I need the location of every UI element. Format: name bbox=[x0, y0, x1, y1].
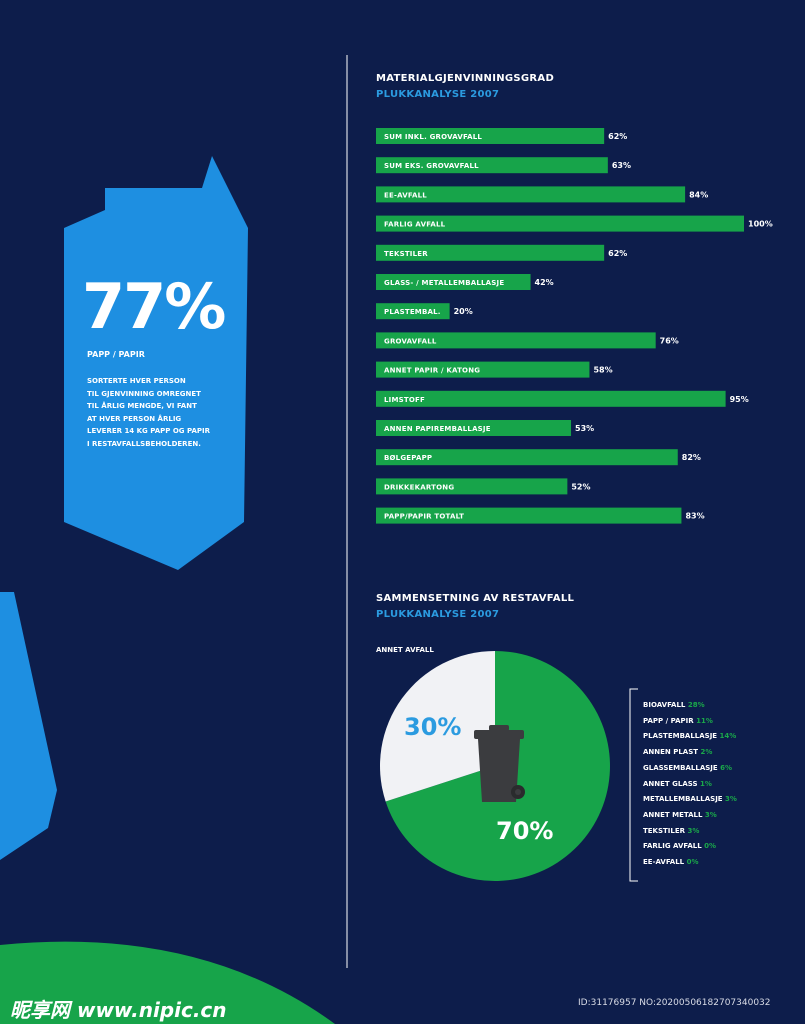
bar-value-label: 83% bbox=[685, 512, 704, 521]
breakdown-label: PAPP / PAPIR bbox=[643, 716, 697, 725]
breakdown-label: METALLEMBALLASJE bbox=[643, 795, 726, 804]
breakdown-label: EE-AVFALL bbox=[643, 858, 687, 867]
breakdown-item: TEKSTILER 3% bbox=[643, 824, 737, 840]
bar-value-label: 58% bbox=[593, 366, 612, 375]
breakdown-value: 14% bbox=[719, 732, 737, 741]
pie-chart-subtitle: PLUKKANALYSE 2007 bbox=[376, 609, 500, 620]
bar-label: SUM EKS. GROVAVFALL bbox=[384, 162, 479, 170]
breakdown-label: ANNET GLASS bbox=[643, 779, 700, 788]
bar-label: LIMSTOFF bbox=[384, 396, 425, 404]
breakdown-label: PLASTEMBALLASJE bbox=[643, 732, 720, 741]
big-percent: 77% bbox=[82, 270, 226, 343]
bar-label: ANNET PAPIR / KATONG bbox=[384, 367, 480, 375]
bar-value-label: 76% bbox=[660, 336, 679, 345]
bar bbox=[376, 478, 568, 495]
breakdown-item: GLASSEMBALLASJE 6% bbox=[643, 761, 737, 777]
trash-bin-icon bbox=[474, 725, 525, 802]
breakdown-label: GLASSEMBALLASJE bbox=[643, 763, 721, 772]
bar-label: FARLIG AVFALL bbox=[384, 221, 446, 229]
bar-label: EE-AVFALL bbox=[384, 191, 427, 199]
breakdown-value: 1% bbox=[699, 779, 712, 788]
bar-chart-subtitle: PLUKKANALYSE 2007 bbox=[376, 89, 500, 100]
breakdown-value: 11% bbox=[696, 716, 713, 725]
pie-slice-label: 30% bbox=[404, 713, 461, 741]
breakdown-value: 3% bbox=[687, 826, 700, 835]
bar bbox=[376, 244, 605, 261]
bar-value-label: 53% bbox=[575, 424, 594, 433]
panel-category: PAPP / PAPIR bbox=[87, 350, 145, 359]
bar bbox=[376, 507, 682, 524]
breakdown-list: BIOAVFALL 28% PAPP / PAPIR 11% PLASTEMBALL… bbox=[643, 698, 737, 871]
breakdown-item: PLASTEMBALLASJE 14% bbox=[643, 729, 737, 745]
bar-value-label: 82% bbox=[682, 453, 701, 462]
breakdown-value: 0% bbox=[704, 842, 717, 851]
bar-label: BØLGEPAPP bbox=[384, 454, 432, 462]
breakdown-label: TEKSTILER bbox=[643, 826, 688, 835]
breakdown-value: 3% bbox=[725, 795, 737, 804]
bar bbox=[376, 215, 744, 232]
breakdown-label: ANNEN PLAST bbox=[643, 748, 701, 757]
bar-label: GLASS- / METALLEMBALLASJE bbox=[384, 279, 504, 287]
green-ground-shape bbox=[0, 941, 335, 1024]
bar bbox=[376, 420, 572, 436]
pie-chart: 70% 30% bbox=[380, 651, 610, 881]
bar-value-label: 52% bbox=[571, 482, 590, 491]
bar-value-label: 42% bbox=[535, 278, 554, 287]
bar-label: SUM INKL. GROVAVFALL bbox=[384, 133, 482, 141]
pie-slice-label: 70% bbox=[496, 817, 553, 845]
bar-label: ANNEN PAPIREMBALLASJE bbox=[384, 425, 491, 433]
breakdown-value: 2% bbox=[700, 748, 713, 757]
breakdown-value: 28% bbox=[687, 701, 705, 709]
bar-value-label: 62% bbox=[608, 249, 627, 258]
bar bbox=[376, 449, 678, 466]
bar-chart-title: MATERIALGJENVINNINGSGRAD bbox=[376, 73, 555, 84]
pie-chart-title: SAMMENSETNING AV RESTAVFALL bbox=[376, 593, 575, 604]
pie-slice bbox=[380, 651, 495, 802]
breakdown-item: EE-AVFALL 0% bbox=[643, 855, 737, 871]
bar bbox=[376, 303, 450, 320]
bar bbox=[376, 332, 656, 349]
bar bbox=[376, 128, 605, 144]
breakdown-label: ANNET METALL bbox=[643, 810, 705, 819]
watermark: 昵享网 www.nipic.cn bbox=[10, 998, 227, 1022]
breakdown-item: ANNET GLASS 1% bbox=[643, 777, 737, 793]
bar-chart: SUM INKL. GROVAVFALL 62% SUM EKS. GROVAVFA… bbox=[376, 128, 773, 524]
breakdown-value: 3% bbox=[704, 810, 717, 819]
panel-description: SORTERTE HVER PERSON TIL GJENVINNING OMR… bbox=[87, 377, 210, 448]
breakdown-item: METALLEMBALLASJE 3% bbox=[643, 792, 737, 808]
bar bbox=[376, 186, 686, 203]
bar bbox=[376, 274, 531, 290]
bar-label: TEKSTILER bbox=[384, 250, 428, 258]
bar-label: DRIKKEKARTONG bbox=[384, 483, 454, 491]
bar bbox=[376, 390, 726, 407]
breakdown-item: ANNEN PLAST 2% bbox=[643, 745, 737, 761]
bar-label: PLASTEMBAL. bbox=[384, 308, 441, 316]
breakdown-item: ANNET METALL 3% bbox=[643, 808, 737, 824]
breakdown-value: 6% bbox=[720, 763, 732, 772]
image-id: ID:31176957 NO:20200506182707340032 bbox=[578, 998, 771, 1008]
breakdown-label: FARLIG AVFALL bbox=[643, 842, 705, 851]
breakdown-label: BIOAVFALL bbox=[643, 701, 688, 709]
bar bbox=[376, 361, 590, 378]
legend-bracket bbox=[629, 688, 638, 882]
breakdown-item: PAPP / PAPIR 11% bbox=[643, 714, 737, 730]
breakdown-item: FARLIG AVFALL 0% bbox=[643, 839, 737, 855]
carton-shape bbox=[64, 156, 248, 570]
bar bbox=[376, 157, 608, 174]
pie-annotation: ANNET AVFALL bbox=[376, 646, 434, 654]
bar-label: PAPP/PAPIR TOTALT bbox=[384, 513, 464, 521]
bar-value-label: 63% bbox=[612, 161, 631, 170]
breakdown-value: 0% bbox=[686, 858, 699, 867]
bar-label: GROVAVFALL bbox=[384, 337, 437, 345]
bar-value-label: 100% bbox=[748, 220, 773, 229]
bar-value-label: 62% bbox=[608, 132, 627, 141]
bar-value-label: 20% bbox=[454, 307, 473, 316]
breakdown-item: BIOAVFALL 28% bbox=[643, 698, 737, 714]
bar-value-label: 84% bbox=[689, 190, 708, 199]
bar-value-label: 95% bbox=[730, 395, 749, 404]
left-blue-wedge bbox=[0, 592, 57, 860]
